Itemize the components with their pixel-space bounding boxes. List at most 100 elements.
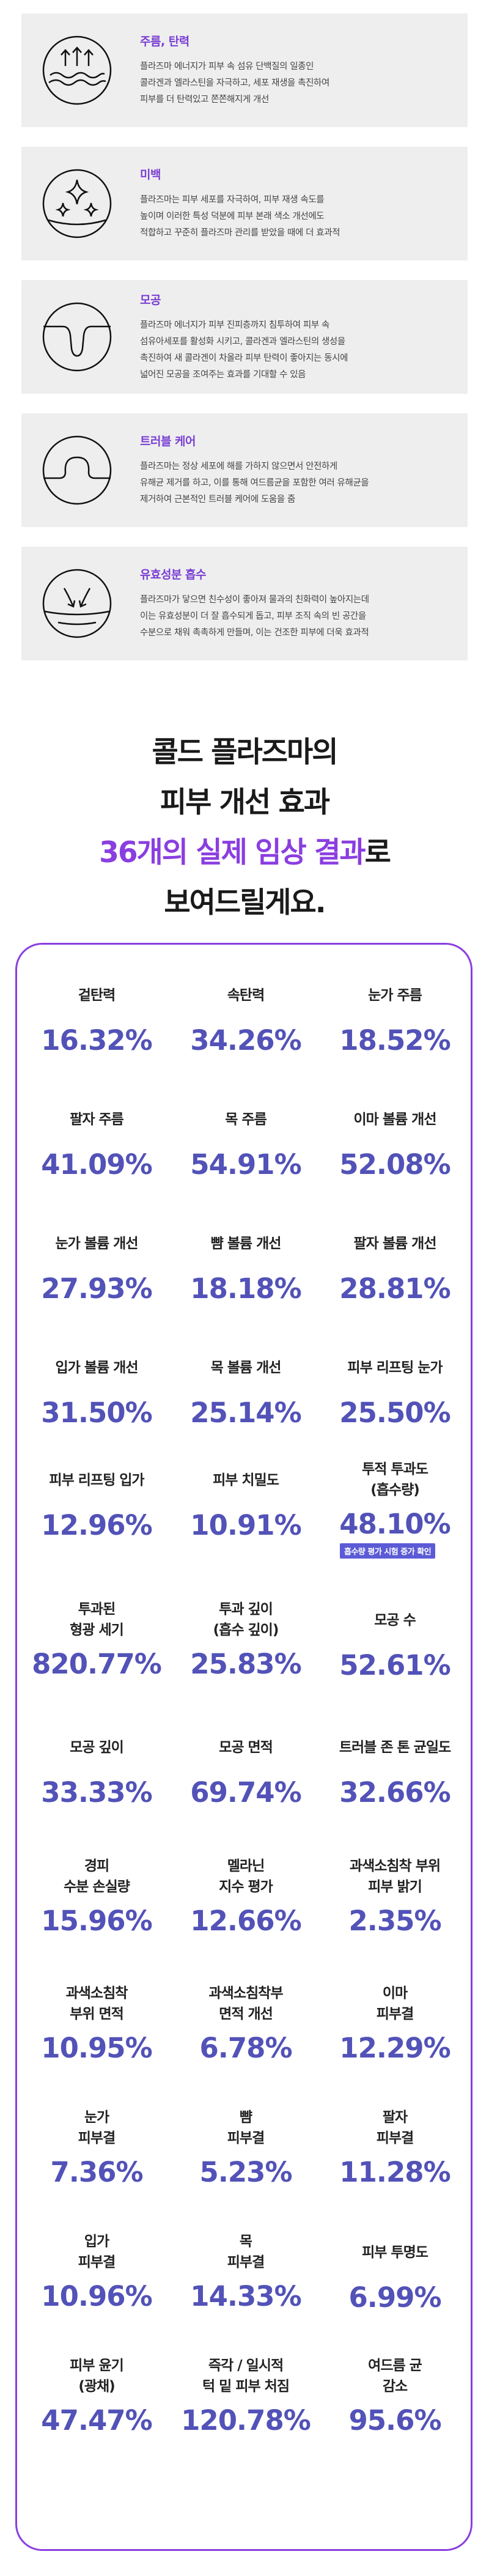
- result-value: 10.96%: [41, 2279, 152, 2312]
- result-value: 52.61%: [339, 1649, 450, 1682]
- result-value: 33.33%: [41, 1776, 152, 1809]
- feature-description: 플라즈마가 닿으면 친수성이 좋아져 물과의 친화력이 높아지는데 이는 유효성…: [140, 592, 369, 641]
- result-value: 48.10%: [339, 1508, 450, 1541]
- result-item: 팔자 피부결 11.28%: [322, 2107, 468, 2189]
- result-value: 12.66%: [190, 1905, 301, 1938]
- result-label: 피부 치밀도: [213, 1472, 279, 1489]
- result-label: 피부 윤기 (광채): [70, 2357, 124, 2394]
- result-value: 18.18%: [190, 1272, 301, 1305]
- result-value: 6.99%: [348, 2281, 441, 2314]
- result-item: 목 피부결 14.33%: [172, 2231, 319, 2313]
- result-item: 피부 리프팅 눈가 25.50%: [322, 1357, 468, 1430]
- result-item: 피부 치밀도 10.91%: [172, 1470, 319, 1542]
- result-label: 목 주름: [225, 1112, 267, 1128]
- result-label: 팔자 피부결: [376, 2109, 414, 2146]
- result-label: 겉탄력: [78, 987, 116, 1004]
- result-item: 팔자 주름 41.09%: [23, 1109, 170, 1181]
- result-label: 이마 볼륨 개선: [353, 1112, 437, 1128]
- headline-line-4: 보여드릴게요.: [164, 886, 326, 920]
- result-item: 과색소침착 부위 피부 밝기 2.35%: [322, 1856, 468, 1938]
- result-label: 투적 투과도 (흡수량): [362, 1461, 428, 1499]
- result-label: 과색소침착 부위 피부 밝기: [349, 1858, 441, 1895]
- result-value: 47.47%: [41, 2404, 152, 2437]
- result-item: 멜라닌 지수 평가 12.66%: [172, 1856, 319, 1938]
- result-item: 모공 수 52.61%: [322, 1610, 468, 1682]
- result-item: 목 주름 54.91%: [172, 1109, 319, 1181]
- result-item: 과색소침착부 면적 개선 6.78%: [172, 1983, 319, 2065]
- result-label: 모공 수: [374, 1612, 416, 1629]
- feature-desc-line: 이는 유효성분이 더 잘 흡수되게 돕고, 피부 조직 속의 빈 공간을: [140, 611, 366, 621]
- result-item: 눈가 볼륨 개선 27.93%: [23, 1233, 170, 1305]
- result-label: 여드름 균 감소: [368, 2357, 422, 2394]
- result-item: 투과 깊이 (흡수 깊이) 25.83%: [172, 1599, 319, 1681]
- result-value: 41.09%: [41, 1148, 152, 1181]
- result-item: 트러블 존 톤 균일도 32.66%: [322, 1737, 468, 1809]
- result-value: 27.93%: [41, 1272, 152, 1305]
- result-item: 투과된 형광 세기 820.77%: [23, 1599, 170, 1681]
- result-value: 18.52%: [339, 1024, 450, 1057]
- result-label: 모공 면적: [219, 1739, 273, 1755]
- feature-list: 주름, 탄력 플라즈마 에너지가 피부 속 섬유 단백질의 일종인 콜라겐과 엘…: [0, 0, 489, 660]
- result-value: 10.95%: [41, 2031, 152, 2064]
- feature-card-pore: 모공 플라즈마 에너지가 피부 진피층까지 침투하여 피부 속 섬유아세포를 활…: [21, 280, 468, 394]
- result-label: 투과된 형광 세기: [70, 1601, 124, 1639]
- result-label: 과색소침착 부위 면적: [65, 1985, 128, 2022]
- feature-card-absorption: 유효성분 흡수 플라즈마가 닿으면 친수성이 좋아져 물과의 친화력이 높아지는…: [21, 547, 468, 660]
- result-item: 입가 피부결 10.96%: [23, 2231, 170, 2313]
- result-item: 피부 투명도 6.99%: [322, 2242, 468, 2314]
- result-value: 34.26%: [190, 1024, 301, 1057]
- result-item: 모공 면적 69.74%: [172, 1737, 319, 1809]
- result-item: 눈가 피부결 7.36%: [23, 2107, 170, 2189]
- result-item: 팔자 볼륨 개선 28.81%: [322, 1233, 468, 1305]
- result-value: 11.28%: [339, 2155, 450, 2188]
- result-value: 2.35%: [348, 1905, 441, 1938]
- feature-card-whitening: 미백 플라즈마는 피부 세포를 자극하여, 피부 재생 속도를 높이며 이러한 …: [21, 147, 468, 260]
- result-label: 피부 투명도: [362, 2244, 428, 2260]
- result-value: 5.23%: [199, 2155, 292, 2188]
- result-value: 52.08%: [339, 1148, 450, 1181]
- result-label: 눈가 주름: [368, 987, 422, 1004]
- result-item: 과색소침착 부위 면적 10.95%: [23, 1983, 170, 2065]
- feature-desc-line: 섬유아세포를 활성화 시키고, 콜라겐과 엘라스틴의 생성을: [140, 336, 345, 347]
- result-value: 25.83%: [190, 1648, 301, 1681]
- feature-desc-line: 플라즈마 에너지가 피부 속 섬유 단백질의 일종인: [140, 62, 314, 72]
- headline: 콜드 플라즈마의 피부 개선 효과 36개의 실제 임상 결과로 보여드릴게요.: [0, 728, 489, 928]
- headline-line-1: 콜드 플라즈마의: [152, 736, 338, 769]
- result-value: 7.36%: [50, 2155, 143, 2188]
- result-value: 12.96%: [41, 1509, 152, 1542]
- result-label: 속탄력: [227, 987, 265, 1004]
- result-item: 뺨 볼륨 개선 18.18%: [172, 1233, 319, 1305]
- result-item: 여드름 균 감소 95.6%: [322, 2355, 468, 2437]
- feature-card-wrinkle: 주름, 탄력 플라즈마 에너지가 피부 속 섬유 단백질의 일종인 콜라겐과 엘…: [21, 13, 468, 127]
- result-label: 즉각 / 일시적 턱 밑 피부 처짐: [202, 2357, 290, 2394]
- result-label: 입가 피부결: [78, 2233, 116, 2270]
- result-value: 10.91%: [190, 1509, 301, 1542]
- feature-desc-line: 콜라겐과 엘라스틴을 자극하고, 세포 재생을 촉진하여: [140, 78, 329, 88]
- result-label: 입가 볼륨 개선: [55, 1360, 139, 1376]
- feature-title: 주름, 탄력: [140, 35, 189, 48]
- result-badge: 흡수량 평가 시험 증가 확인: [340, 1543, 436, 1559]
- headline-line-3-rest: 로: [364, 836, 391, 869]
- result-label: 팔자 주름: [70, 1112, 124, 1128]
- result-item: 속탄력 34.26%: [172, 985, 319, 1057]
- result-value: 25.14%: [190, 1397, 301, 1430]
- result-label: 경피 수분 손실량: [64, 1858, 130, 1895]
- absorption-arrows-icon: [41, 567, 113, 640]
- feature-desc-line: 플라즈마는 피부 세포를 자극하여, 피부 재생 속도를: [140, 195, 325, 205]
- feature-title: 미백: [140, 168, 161, 182]
- result-label: 트러블 존 톤 균일도: [339, 1739, 451, 1755]
- feature-card-trouble: 트러블 케어 플라즈마는 정상 세포에 해를 가하지 않으면서 안전하게 유해균…: [21, 413, 468, 527]
- feature-title: 유효성분 흡수: [140, 568, 206, 581]
- result-label: 눈가 볼륨 개선: [55, 1236, 139, 1252]
- feature-title: 모공: [140, 293, 161, 307]
- result-item: 피부 윤기 (광채) 47.47%: [23, 2355, 170, 2437]
- result-label: 모공 깊이: [70, 1739, 124, 1755]
- result-value: 820.77%: [32, 1648, 162, 1681]
- feature-desc-line: 유해균 제거를 하고, 이를 통해 여드름균을 포함한 여러 유해균을: [140, 478, 369, 488]
- result-item: 이마 피부결 12.29%: [322, 1983, 468, 2065]
- result-label: 이마 피부결: [376, 1985, 414, 2022]
- feature-desc-line: 수분으로 채워 촉촉하게 만들며, 이는 건조한 피부에 더욱 효과적: [140, 628, 369, 638]
- result-value: 14.33%: [190, 2279, 301, 2312]
- headline-line-2: 피부 개선 효과: [160, 786, 330, 819]
- wrinkle-arrows-icon: [41, 34, 113, 106]
